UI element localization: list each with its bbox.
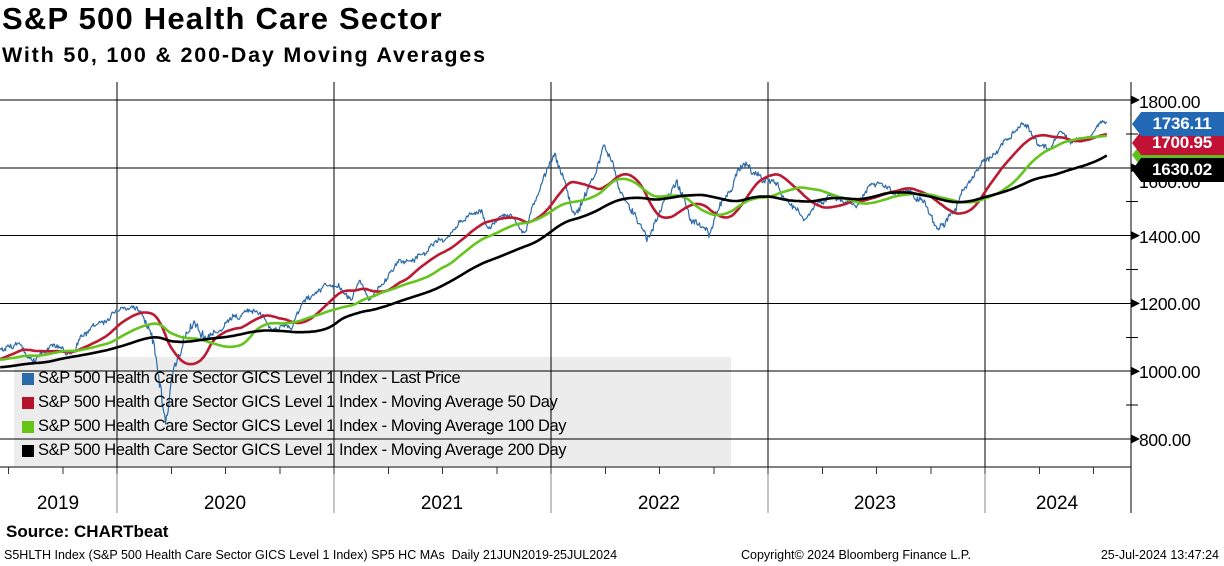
legend-label: S&P 500 Health Care Sector GICS Level 1 … [38, 417, 567, 435]
legend-panel-background [14, 357, 731, 466]
legend-swatch-red [22, 396, 34, 409]
x-tick-label-2020: 2020 [203, 493, 247, 514]
legend-item-ma100: S&P 500 Health Care Sector GICS Level 1 … [22, 417, 567, 436]
gridlines [0, 82, 1131, 513]
source-line: Source: CHARTbeat [6, 522, 169, 541]
series-moving-average-100-day [0, 134, 1108, 362]
legend-label: S&P 500 Health Care Sector GICS Level 1 … [38, 369, 461, 387]
legend-item-last-price: S&P 500 Health Care Sector GICS Level 1 … [22, 369, 461, 388]
y-tick-label: 800.00 [1139, 430, 1191, 450]
y-tick-label: 1200.00 [1139, 294, 1201, 314]
legend-swatch-green [22, 420, 34, 433]
last-price-value: 1736.11 [1152, 114, 1212, 133]
series-moving-average-200-day [0, 154, 1108, 369]
page-title: S&P 500 Health Care Sector [2, 1, 443, 36]
footer-ticker-info: S5HLTH Index (S&P 500 Health Care Sector… [4, 548, 618, 562]
x-tick-label-2019: 2019 [36, 493, 80, 514]
axes [0, 82, 1140, 513]
legend-item-ma50: S&P 500 Health Care Sector GICS Level 1 … [22, 393, 558, 412]
y-tick-label: 1800.00 [1139, 92, 1201, 112]
ma50-price-value: 1700.95 [1151, 133, 1213, 152]
legend-swatch-blue [22, 372, 34, 385]
footer-copyright: Copyright© 2024 Bloomberg Finance L.P. [741, 548, 971, 562]
y-tick-label: 1000.00 [1139, 362, 1201, 382]
x-tick-label-2024: 2024 [1035, 493, 1079, 514]
legend-label: S&P 500 Health Care Sector GICS Level 1 … [38, 393, 558, 411]
legend-swatch-black [22, 444, 34, 457]
x-tick-label-2021: 2021 [420, 493, 464, 514]
series-moving-average-50-day [0, 132, 1108, 366]
legend-item-ma200: S&P 500 Health Care Sector GICS Level 1 … [22, 441, 567, 460]
x-tick-label-2022: 2022 [637, 493, 681, 514]
ma200-price-tag: 1630.02 [1132, 158, 1224, 182]
ma200-price-value: 1630.02 [1151, 160, 1213, 179]
page-subtitle: With 50, 100 & 200-Day Moving Averages [2, 43, 487, 67]
legend-label: S&P 500 Health Care Sector GICS Level 1 … [38, 441, 567, 459]
x-tick-label-2023: 2023 [853, 493, 897, 514]
last-price-tag: 1736.11 [1132, 112, 1224, 136]
series-lines [0, 120, 1108, 425]
y-tick-label: 1400.00 [1139, 227, 1201, 247]
footer-timestamp: 25-Jul-2024 13:47:24 [1100, 548, 1219, 562]
